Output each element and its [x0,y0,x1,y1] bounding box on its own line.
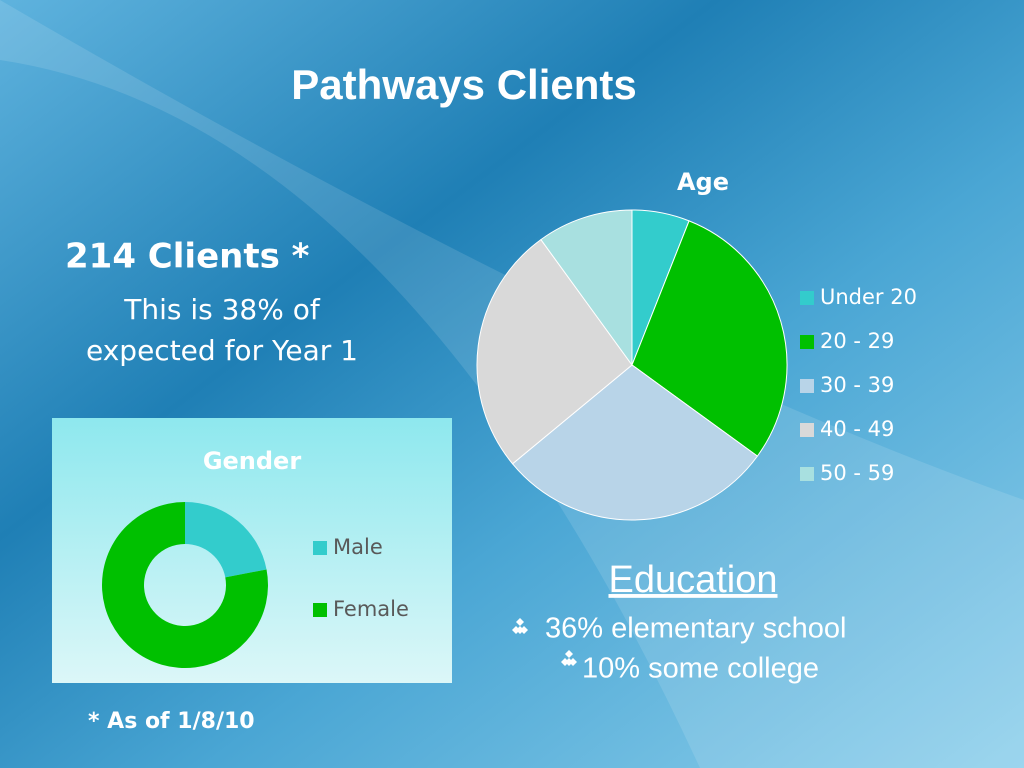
legend-swatch [800,379,814,393]
legend-label: 50 - 59 [820,461,894,485]
legend-swatch [800,467,814,481]
pie-slice [185,502,267,578]
legend-label: 40 - 49 [820,417,894,441]
clients-line: expected for Year 1 [86,334,358,367]
legend-label: Female [333,597,409,621]
pie-slice [631,220,788,457]
clients-headline: 214 Clients * [65,237,310,277]
pie-slice [102,502,268,668]
chart-title: Gender [203,447,302,475]
legend-label: 30 - 39 [820,373,894,397]
pie-slice [476,238,633,465]
legend-swatch [800,291,814,305]
legend-label: Under 20 [820,285,917,309]
education-item: 36% elementary school [545,613,846,645]
footnote: * As of 1/8/10 [88,709,255,734]
legend-swatch [800,423,814,437]
legend-label: 20 - 29 [820,329,894,353]
chart-title: Age [677,168,729,196]
bullet-icon [512,618,528,634]
legend-swatch [313,541,327,555]
bullet-icon [561,650,577,666]
clients-line: This is 38% of [123,293,321,326]
slide-title: Pathways Clients [291,61,636,108]
legend-swatch [800,335,814,349]
education-item: 10% some college [582,653,819,685]
education-heading: Education [608,559,777,601]
legend-label: Male [333,535,383,559]
pie-slice [511,364,759,521]
pie-slice [540,209,633,367]
legend-swatch [313,603,327,617]
